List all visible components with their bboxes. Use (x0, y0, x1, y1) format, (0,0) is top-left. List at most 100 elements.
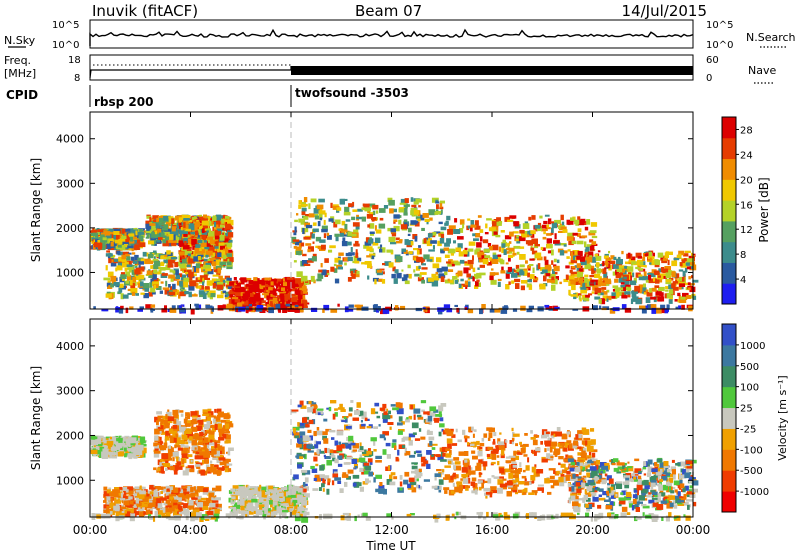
heatmap-cell (215, 259, 222, 266)
heatmap-cell (690, 252, 694, 259)
heatmap-cell (182, 219, 189, 224)
heatmap-cell (317, 273, 324, 279)
heatmap-cell (394, 269, 399, 274)
heatmap-cell (458, 251, 464, 257)
heatmap-cell (582, 282, 586, 288)
heatmap-cell (657, 296, 662, 302)
heatmap-cell (120, 274, 127, 280)
heatmap-cell (130, 287, 138, 294)
heatmap-cell (180, 277, 184, 281)
heatmap-cell (216, 420, 224, 423)
heatmap-cell (138, 502, 142, 507)
heatmap-cell (177, 447, 183, 451)
heatmap-cell (252, 294, 258, 297)
heatmap-cell (136, 444, 144, 451)
heatmap-cell (623, 268, 628, 272)
heatmap-cell (399, 202, 407, 205)
heatmap-cell (395, 237, 400, 241)
heatmap-cell (316, 278, 322, 282)
heatmap-cell (135, 489, 142, 493)
heatmap-cell (252, 281, 260, 287)
heatmap-cell (418, 245, 421, 248)
heatmap-cell (384, 261, 392, 266)
heatmap-cell (288, 291, 292, 297)
heatmap-cell (106, 291, 111, 295)
heatmap-cell (417, 277, 424, 282)
heatmap-cell (253, 277, 258, 282)
heatmap-cell (416, 256, 423, 263)
heatmap-cell (410, 210, 417, 216)
heatmap-cell (685, 262, 690, 266)
heatmap-cell (540, 271, 544, 275)
heatmap-cell (505, 284, 510, 290)
heatmap-cell (167, 216, 174, 219)
heatmap-cell (155, 253, 162, 257)
heatmap-cell (307, 246, 314, 252)
heatmap-cell (687, 287, 691, 291)
heatmap-cell (504, 235, 512, 240)
heatmap-cell (121, 259, 127, 263)
nsky-trace (89, 28, 694, 46)
heatmap-cell (145, 223, 152, 229)
heatmap-cell (207, 408, 212, 414)
heatmap-cell (294, 219, 298, 223)
heatmap-cell (105, 265, 108, 271)
heatmap-cell (552, 269, 555, 276)
heatmap-cell (643, 292, 647, 295)
heatmap-cell (302, 228, 305, 234)
heatmap-cell (546, 227, 551, 230)
heatmap-cell (322, 308, 325, 313)
nave-label: Nave (748, 64, 776, 77)
heatmap-cell (173, 470, 178, 475)
heatmap-cell (153, 487, 158, 492)
heatmap-cell (500, 270, 506, 274)
heatmap-cell (172, 451, 179, 457)
heatmap-cell (186, 432, 193, 438)
heatmap-cell (150, 265, 157, 269)
heatmap-cell (119, 234, 122, 239)
heatmap-cell (114, 245, 118, 251)
heatmap-cell (125, 253, 130, 257)
heatmap-cell (688, 276, 691, 280)
heatmap-cell (379, 208, 386, 213)
heatmap-cell (164, 438, 167, 444)
heatmap-cell (121, 254, 127, 260)
heatmap-cell (350, 233, 357, 237)
heatmap-cell (504, 251, 510, 254)
heatmap-cell (527, 279, 532, 283)
heatmap-cell (305, 280, 309, 283)
heatmap-cell (467, 308, 474, 314)
heatmap-cell (195, 414, 201, 418)
heatmap-cell (441, 266, 448, 272)
heatmap-cell (176, 457, 179, 462)
heatmap-cell (352, 209, 358, 212)
heatmap-cell (135, 511, 140, 516)
heatmap-cell (652, 252, 655, 257)
heatmap-cell (383, 205, 389, 209)
heatmap-cell (654, 307, 662, 314)
heatmap-cell (118, 491, 123, 496)
heatmap-cell (134, 504, 141, 510)
heatmap-cell (492, 244, 499, 251)
heatmap-cell (298, 306, 303, 311)
nave-tick-bottom: 0 (706, 73, 712, 84)
heatmap-cell (299, 242, 302, 249)
heatmap-cell (103, 491, 110, 497)
heatmap-cell (531, 238, 538, 244)
heatmap-cell (228, 291, 234, 295)
heatmap-cell (567, 249, 571, 252)
heatmap-cell (668, 284, 673, 290)
heatmap-cell (243, 286, 249, 290)
heatmap-cell (135, 293, 139, 296)
heatmap-cell (178, 240, 184, 247)
heatmap-cell (350, 247, 353, 252)
heatmap-cell (198, 220, 202, 223)
heatmap-cell (451, 263, 455, 267)
heatmap-cell (160, 232, 165, 238)
heatmap-cell (178, 509, 186, 513)
heatmap-cell (419, 274, 422, 279)
heatmap-cell (110, 282, 115, 288)
heatmap-cell (226, 253, 232, 257)
heatmap-cell (113, 241, 117, 246)
heatmap-cell (467, 225, 472, 229)
